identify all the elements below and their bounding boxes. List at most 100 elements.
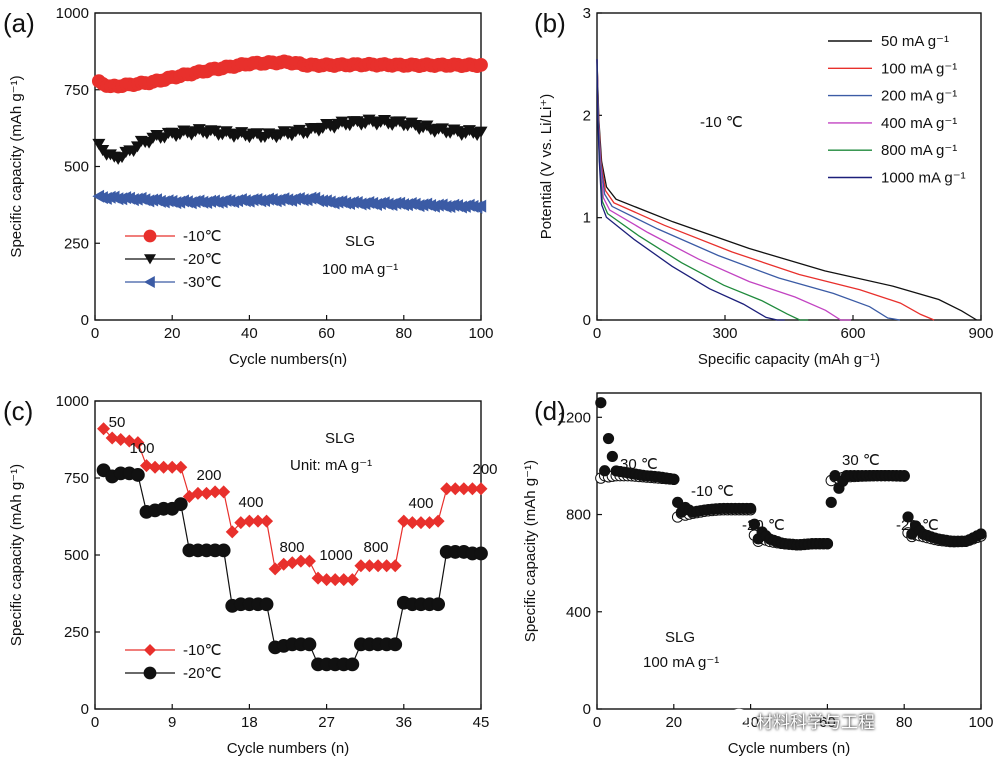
rate-label: 50 — [109, 414, 126, 431]
data-point — [431, 597, 446, 612]
rate-label: 100 — [129, 440, 154, 457]
data-point — [328, 573, 342, 587]
data-point — [268, 562, 282, 576]
x-tick-label: 60 — [318, 325, 335, 342]
y-tick-label: 1000 — [56, 393, 89, 410]
wechat-icon — [730, 708, 752, 727]
x-tick-label: 100 — [968, 714, 993, 731]
panel-b: 0 300 600 900 0 1 2 3 Specific capacity (mAh g⁻¹… — [534, 5, 994, 368]
plot-frame — [596, 12, 982, 321]
y-axis-title: Potential (V vs. Li/Li⁺) — [538, 94, 555, 239]
temperature-label: 30 ℃ — [842, 452, 880, 469]
legend-label: 400 mA g⁻¹ — [881, 115, 957, 132]
data-point — [380, 559, 394, 573]
annotation-current: 100 mA g⁻¹ — [322, 261, 398, 278]
data-point — [302, 554, 316, 568]
x-tick-label: 20 — [665, 714, 682, 731]
series--10℃ — [91, 54, 488, 94]
data-point — [144, 644, 156, 656]
legend-label: 800 mA g⁻¹ — [881, 142, 957, 159]
y-tick-label: 0 — [81, 701, 89, 718]
data-point — [599, 465, 611, 477]
y-tick-label: 1200 — [558, 409, 591, 426]
legend-label: -20℃ — [183, 251, 222, 268]
x-tick-label: 40 — [241, 325, 258, 342]
data-point — [225, 525, 239, 539]
y-tick-label: 800 — [566, 507, 591, 524]
x-tick-label: 60 — [819, 714, 836, 731]
x-tick-label: 0 — [91, 714, 99, 731]
data-point — [302, 637, 317, 652]
data-point — [165, 460, 179, 474]
y-tick-label: 1 — [583, 210, 591, 227]
x-tick-label: 9 — [168, 714, 176, 731]
y-tick-label: 250 — [64, 624, 89, 641]
data-point — [405, 516, 419, 530]
y-tick-label: 0 — [583, 701, 591, 718]
data-point — [474, 57, 488, 72]
legend-label: -20℃ — [183, 665, 222, 682]
x-tick-label: 45 — [473, 714, 490, 731]
y-tick-label: 250 — [64, 235, 89, 252]
y-tick-label: 500 — [64, 159, 89, 176]
legend-label: 1000 mA g⁻¹ — [881, 170, 966, 187]
panel-label: (c) — [3, 396, 33, 426]
x-tick-label: 900 — [968, 325, 993, 342]
data-point — [285, 556, 299, 570]
series--30℃ — [92, 189, 487, 214]
data-point — [174, 460, 188, 474]
y-axis-title: Specific capacity (mAh g⁻¹) — [522, 460, 539, 642]
panel-c: 0 9 18 27 36 45 0 250 500 750 1000 Cycle numbers (n… — [3, 393, 498, 757]
data-point — [474, 482, 488, 496]
rate-label: 200 — [196, 467, 221, 484]
y-axis-title: Specific capacity (mAh g⁻¹) — [8, 464, 25, 646]
data-point — [465, 482, 479, 496]
data-point — [975, 528, 987, 540]
data-point — [821, 538, 834, 550]
data-point — [130, 468, 145, 482]
x-tick-label: 0 — [593, 325, 601, 342]
y-tick-label: 750 — [64, 470, 89, 487]
data-point — [114, 433, 128, 446]
data-point — [144, 276, 155, 288]
x-axis-title: Specific capacity (mAh g⁻¹) — [698, 351, 880, 368]
data-point — [362, 559, 376, 573]
series--10℃ — [97, 422, 488, 587]
data-point — [337, 573, 351, 587]
temperature-label: -10 ℃ — [691, 483, 734, 500]
rate-label: 800 — [279, 539, 304, 556]
data-point — [311, 571, 325, 585]
x-tick-label: 27 — [318, 714, 335, 731]
x-tick-label: 300 — [712, 325, 737, 342]
data-point — [606, 450, 618, 463]
temperature-label: 30 ℃ — [620, 456, 658, 473]
data-point — [217, 485, 231, 499]
x-tick-label: 600 — [840, 325, 865, 342]
data-point — [423, 516, 437, 530]
data-point — [251, 514, 265, 528]
data-point — [388, 637, 403, 652]
data-point — [105, 431, 119, 445]
x-axis-title: Cycle numbers (n) — [227, 740, 350, 757]
data-point — [260, 514, 274, 528]
data-point — [173, 497, 188, 512]
data-point — [474, 199, 487, 213]
panel-label: (d) — [534, 396, 566, 426]
data-point — [672, 496, 684, 508]
legend-label: 200 mA g⁻¹ — [881, 88, 957, 105]
data-point — [431, 514, 445, 528]
data-point — [131, 436, 145, 450]
data-point — [414, 516, 428, 530]
panel-label: (a) — [3, 8, 35, 38]
data-point — [354, 559, 368, 573]
data-point — [208, 485, 222, 499]
data-point — [825, 496, 837, 508]
series-discharge — [595, 397, 987, 551]
y-tick-label: 0 — [583, 312, 591, 329]
data-point — [234, 516, 248, 530]
legend-label: -10℃ — [183, 228, 222, 245]
data-point — [748, 518, 761, 530]
x-tick-label: 18 — [241, 714, 258, 731]
x-tick-label: 80 — [896, 714, 913, 731]
